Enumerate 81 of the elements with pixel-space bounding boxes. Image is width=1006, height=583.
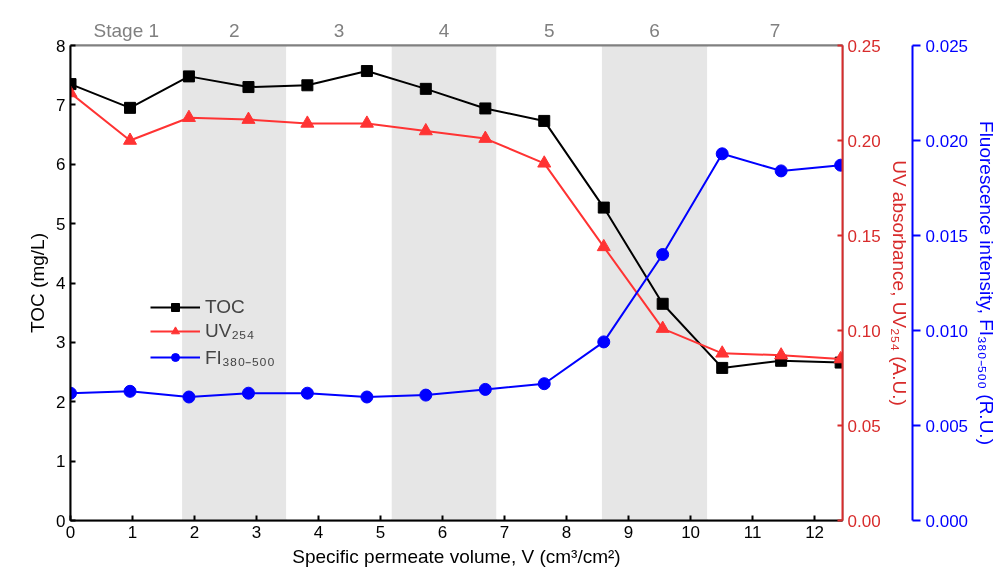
point: [774, 347, 789, 360]
y3-tick-label: 0.025: [925, 36, 969, 56]
legend-label: UV₂₅₄: [205, 320, 255, 342]
y2-tick-label: 0.10: [847, 321, 881, 341]
band-label: 2: [228, 19, 240, 41]
band-label: 5: [543, 19, 555, 41]
point: [537, 155, 552, 168]
y2-tick-label: 0.05: [847, 416, 881, 436]
point: [241, 111, 256, 124]
point: [241, 386, 255, 400]
y-tick-label: 1: [56, 452, 66, 472]
y-tick-label: 8: [56, 36, 66, 56]
point: [242, 81, 255, 94]
point: [478, 130, 493, 143]
point: [774, 164, 788, 178]
point: [182, 70, 195, 83]
y2-tick-label: 0.25: [847, 36, 881, 56]
x-axis-title: Specific permeate volume, V (cm³/cm²): [292, 545, 621, 567]
x-tick-label: 4: [313, 522, 324, 542]
point: [716, 361, 729, 374]
x-tick-label: 2: [189, 522, 200, 542]
band-label: Stage 1: [93, 19, 160, 41]
y-tick-label: 4: [56, 274, 66, 293]
point: [537, 377, 551, 391]
point: [123, 132, 138, 145]
y3-tick-label: 0.005: [925, 416, 969, 436]
point: [300, 115, 315, 128]
band-label: 3: [333, 19, 345, 41]
point: [597, 201, 610, 214]
band-label: 4: [438, 19, 450, 41]
y-axis-title: TOC (mg/L): [27, 233, 49, 333]
y3-tick-label: 0.000: [925, 511, 969, 531]
point: [538, 114, 551, 127]
point: [655, 320, 670, 333]
x-tick-label: 5: [375, 522, 386, 542]
x-tick-label: 7: [499, 522, 510, 542]
point: [123, 384, 137, 398]
point: [656, 297, 669, 310]
y-tick-label: 5: [56, 214, 66, 234]
point: [418, 122, 433, 136]
band-label: 7: [769, 19, 781, 41]
x-tick-label: 12: [805, 522, 825, 542]
y2-axis-title: UV absorbance, UV₂₅₄ (A.U.): [888, 160, 910, 406]
y3-tick-label: 0.010: [925, 321, 969, 341]
point: [715, 147, 729, 161]
point: [715, 345, 730, 358]
y2-tick-label: 0.15: [847, 226, 881, 246]
point: [300, 386, 314, 400]
x-tick-label: 9: [623, 522, 634, 542]
x-tick-label: 11: [743, 522, 762, 542]
point: [419, 388, 433, 402]
point: [181, 109, 196, 122]
point: [182, 390, 196, 404]
x-tick-label: 8: [561, 522, 572, 542]
y3-tick-label: 0.020: [925, 131, 969, 151]
y-tick-label: 7: [56, 95, 66, 115]
legend-label: TOC: [205, 296, 245, 318]
point: [478, 382, 492, 396]
y-tick-label: 6: [56, 155, 66, 175]
point: [360, 65, 373, 78]
point: [479, 102, 492, 115]
point: [419, 82, 432, 95]
point: [359, 115, 374, 128]
x-tick-label: 10: [681, 522, 701, 542]
point: [596, 238, 611, 252]
x-tick-label: 1: [127, 522, 138, 542]
point: [597, 335, 611, 349]
x-tick-label: 6: [437, 522, 448, 542]
x-tick-label: 3: [251, 522, 262, 542]
point: [124, 101, 137, 114]
y3-tick-label: 0.015: [925, 226, 969, 246]
point: [656, 248, 670, 261]
y2-tick-label: 0.20: [847, 131, 881, 151]
point: [301, 79, 314, 92]
band-label: 6: [649, 19, 660, 41]
legend-label: FI₃₈₀₋₅₀₀: [205, 346, 275, 370]
y3-axis-title: Fluorescence intensity, FI₃₈₀₋₅₀₀ (R.U.): [976, 121, 998, 445]
y-tick-label: 2: [56, 392, 66, 412]
y-tick-label: 3: [56, 333, 66, 353]
point: [360, 390, 374, 404]
y2-tick-label: 0.00: [847, 511, 881, 531]
